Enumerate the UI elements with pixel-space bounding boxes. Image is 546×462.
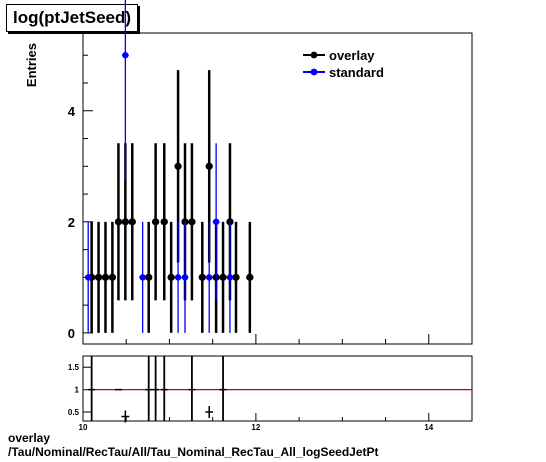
data-point — [198, 273, 206, 281]
data-point — [167, 273, 175, 281]
data-point — [174, 162, 182, 170]
series-standard — [84, 0, 234, 333]
data-point — [226, 274, 234, 281]
series-overlay — [88, 70, 254, 333]
legend-marker — [310, 51, 318, 59]
y-tick-label: 4 — [68, 104, 76, 119]
footer-line-1: overlay — [8, 431, 51, 445]
footer-caption: overlay /Tau/Nominal/RecTau/All/Tau_Nomi… — [8, 431, 379, 459]
data-point — [114, 218, 123, 226]
data-point — [219, 273, 227, 281]
main-plot-area: 0 2 4 Entries — [24, 32, 473, 345]
data-point — [205, 162, 213, 170]
data-point — [226, 218, 234, 226]
data-point — [145, 273, 153, 281]
ratio-plot-area: 0.511.5101214log(ptJetSeed) — [68, 355, 473, 430]
data-point — [122, 52, 129, 59]
ratio-y-tick-label: 1 — [75, 386, 80, 395]
ratio-x-tick-label: 12 — [251, 423, 260, 430]
ratio-x-tick-label: 14 — [424, 423, 433, 430]
data-point — [101, 273, 110, 281]
ratio-data-points — [88, 356, 227, 423]
y-tick-label: 0 — [68, 326, 75, 341]
data-point — [174, 274, 182, 281]
data-point — [84, 274, 92, 281]
data-point — [139, 274, 146, 281]
data-point — [121, 218, 129, 226]
legend-label: overlay — [329, 48, 375, 63]
ratio-y-tick-label: 1.5 — [68, 363, 80, 372]
y-axis-label: Entries — [24, 43, 39, 87]
data-point — [160, 218, 168, 226]
data-point — [128, 218, 136, 226]
data-point — [108, 273, 116, 281]
data-point — [181, 218, 189, 226]
ratio-y-tick-label: 0.5 — [68, 408, 80, 417]
legend-marker — [310, 68, 318, 76]
legend-label: standard — [329, 65, 384, 80]
ratio-plot-frame — [82, 355, 473, 422]
chart-title: log(ptJetSeed) — [6, 4, 139, 32]
ratio-x-tick-label: 10 — [79, 423, 88, 430]
footer-line-2: /Tau/Nominal/RecTau/All/Tau_Nominal_RecT… — [8, 445, 379, 459]
main-plot-frame — [82, 32, 473, 345]
main-data-points — [84, 0, 254, 333]
data-point — [206, 274, 213, 281]
chart-canvas: 0 2 4 Entries overlay standard 0.5 1 1.5 10 12 14… — [24, 0, 473, 430]
data-point — [152, 218, 160, 226]
data-point — [212, 218, 220, 226]
data-point — [246, 273, 254, 281]
data-point — [181, 274, 189, 281]
data-point — [232, 273, 240, 281]
legend: overlay standard — [303, 48, 384, 80]
y-tick-label: 2 — [68, 215, 75, 230]
data-point — [94, 273, 103, 281]
data-point — [188, 218, 196, 226]
